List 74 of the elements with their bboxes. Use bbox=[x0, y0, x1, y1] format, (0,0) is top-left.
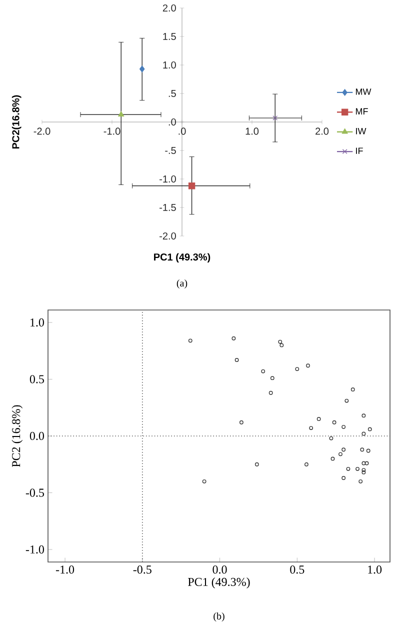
x-axis-title: PC1 (49.3%) bbox=[188, 578, 250, 588]
y-tick-label: 1.0 bbox=[163, 61, 176, 69]
legend-label: MW bbox=[356, 88, 372, 95]
x-tick-label: 0.5 bbox=[290, 566, 304, 574]
point bbox=[309, 426, 314, 430]
point bbox=[268, 390, 273, 395]
point bbox=[350, 388, 355, 392]
y-tick-label: 2.0 bbox=[162, 4, 176, 12]
point bbox=[362, 470, 366, 474]
x-tick-label: .0 bbox=[178, 128, 186, 135]
point bbox=[362, 414, 366, 418]
point bbox=[278, 340, 282, 344]
x-axis-title: PC1 (49.3%) bbox=[154, 253, 210, 263]
text: (a) bbox=[176, 279, 188, 289]
point bbox=[232, 336, 236, 340]
point bbox=[342, 424, 346, 429]
point bbox=[316, 417, 321, 421]
point bbox=[118, 111, 124, 116]
point bbox=[239, 420, 244, 424]
point bbox=[188, 338, 192, 343]
point bbox=[329, 436, 334, 440]
point bbox=[304, 462, 308, 466]
y-tick-label: 1.5 bbox=[163, 33, 176, 40]
point bbox=[342, 476, 346, 480]
point bbox=[366, 448, 370, 453]
point bbox=[330, 456, 335, 461]
point bbox=[344, 398, 349, 403]
y-axis-title: PC2(16.8%) bbox=[12, 95, 22, 149]
y-tick-label: 1.0 bbox=[30, 318, 44, 327]
point bbox=[368, 427, 372, 432]
point bbox=[356, 466, 360, 471]
point bbox=[332, 420, 336, 424]
y-tick-label: .5 bbox=[168, 90, 176, 97]
point bbox=[254, 462, 259, 466]
point bbox=[362, 468, 366, 472]
point bbox=[270, 376, 274, 380]
y-tick-label: -0.5 bbox=[26, 488, 44, 497]
point bbox=[202, 479, 206, 484]
point bbox=[261, 369, 266, 374]
y-tick-label: 0.0 bbox=[30, 432, 44, 440]
point bbox=[272, 116, 278, 120]
point bbox=[306, 364, 310, 368]
point bbox=[358, 479, 363, 484]
point bbox=[342, 448, 346, 452]
x-tick-label: -1.0 bbox=[56, 566, 74, 574]
y-tick-label: -1.5 bbox=[160, 204, 176, 211]
x-tick-label: 0.0 bbox=[212, 566, 227, 574]
point bbox=[346, 466, 350, 471]
text: (b) bbox=[214, 612, 224, 622]
y-tick-label: -1.0 bbox=[160, 175, 176, 183]
y-axis-title: PC2 (16.8%) bbox=[12, 405, 23, 467]
x-tick-label: 2.0 bbox=[316, 128, 329, 135]
y-tick-label: -2.0 bbox=[160, 232, 176, 240]
x-tick-label: -0.5 bbox=[133, 566, 152, 574]
legend-label: MF bbox=[356, 108, 368, 114]
y-tick-label: -.5 bbox=[165, 147, 176, 154]
point bbox=[362, 432, 366, 436]
y-tick-label: -1.0 bbox=[26, 545, 44, 554]
y-tick-label: 0.5 bbox=[30, 375, 44, 384]
point bbox=[360, 448, 364, 452]
point bbox=[234, 358, 239, 362]
legend-label: IW bbox=[356, 128, 366, 134]
point bbox=[280, 343, 284, 348]
x-tick-label: -1.0 bbox=[104, 128, 120, 135]
x-tick-label: 1.0 bbox=[246, 128, 259, 135]
point bbox=[364, 461, 369, 466]
legend-label: IF bbox=[356, 148, 363, 154]
point bbox=[338, 452, 342, 456]
x-tick-label: 1.0 bbox=[368, 566, 382, 574]
y-tick-label: .0 bbox=[168, 118, 176, 126]
point bbox=[295, 367, 300, 371]
point bbox=[140, 66, 145, 72]
point bbox=[188, 182, 196, 190]
point bbox=[362, 461, 366, 466]
